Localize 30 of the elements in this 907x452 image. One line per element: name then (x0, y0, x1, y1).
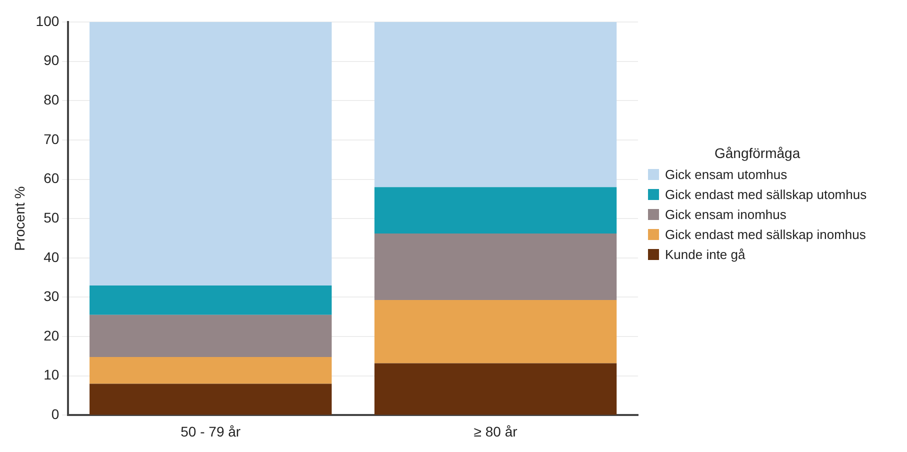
x-tick-label: ≥ 80 år (474, 423, 518, 440)
legend-label: Gick endast med sällskap utomhus (665, 187, 867, 202)
y-tick-label: 80 (44, 92, 60, 108)
y-tick-label: 100 (36, 12, 60, 29)
y-tick-label: 20 (44, 327, 60, 344)
y-tick-label: 90 (44, 52, 60, 68)
legend-title: Gångförmåga (714, 145, 802, 161)
bar (90, 384, 332, 415)
bar (374, 22, 617, 188)
y-tick-label: 40 (44, 248, 60, 265)
legend-label: Gick endast med sällskap inomhus (665, 227, 866, 242)
legend-label: Kunde inte gå (665, 247, 746, 262)
y-axis-title: Procent % (11, 186, 28, 251)
y-tick-label: 60 (44, 170, 60, 186)
bar (90, 22, 332, 286)
bar (90, 314, 332, 358)
bar (374, 363, 617, 415)
y-tick-label: 0 (51, 406, 60, 422)
x-tick-label: 50 - 79 år (180, 423, 241, 440)
bar (374, 187, 617, 234)
bar (374, 234, 617, 300)
y-tick-label: 50 (44, 209, 60, 226)
bar (90, 357, 332, 384)
bar (374, 300, 617, 364)
y-tick-label: 10 (44, 366, 60, 383)
legend-label: Gick ensam inomhus (665, 207, 786, 222)
y-tick-label: 70 (44, 130, 60, 147)
bar (90, 285, 332, 315)
y-tick-label: 30 (44, 288, 60, 304)
legend-label: Gick ensam utomhus (665, 167, 788, 182)
